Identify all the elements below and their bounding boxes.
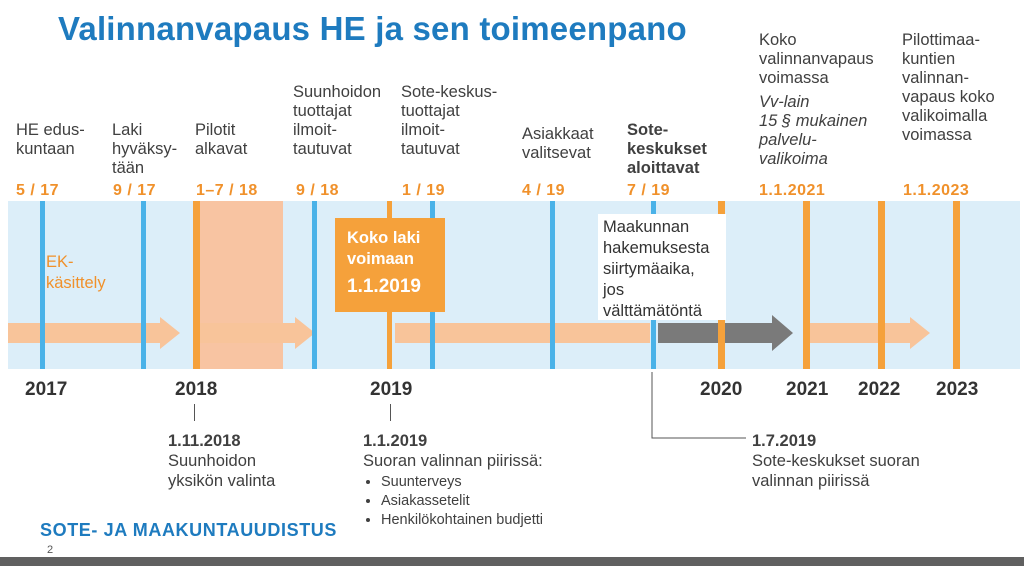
year-2020: 2020 — [700, 379, 743, 400]
arrow-segment-3 — [395, 323, 650, 343]
date-he: 5 / 17 — [16, 182, 60, 199]
arrow-segment-4 — [810, 317, 930, 349]
maakunnan-box: Maakunnan hakemuksesta siirtymäaika, jos… — [598, 214, 726, 320]
line-he — [40, 201, 45, 369]
bullet-budjetti: Henkilökohtainen budjetti — [381, 511, 543, 530]
event-sote-tuottajat-label: Sote-keskus-tuottajat ilmoit-tautuvat — [401, 83, 498, 158]
arrow-segment-1 — [8, 317, 180, 349]
date-pilotit: 1–7 / 18 — [196, 182, 258, 199]
line-2023 — [953, 201, 960, 369]
page-number: 2 — [47, 544, 54, 556]
line-2021 — [803, 201, 810, 369]
event-pilotit-label: Pilotit alkavat — [195, 121, 248, 158]
slide-title: Valinnanvapaus HE ja sen toimeenpano — [58, 10, 687, 47]
arrow-segment-2 — [200, 317, 315, 349]
tick-2018 — [194, 404, 195, 421]
date-suunhoidon: 9 / 18 — [296, 182, 340, 199]
year-2019: 2019 — [370, 379, 413, 400]
line-suunhoidon — [312, 201, 317, 369]
callout-1-7-2019: 1.7.2019 Sote-keskukset suoran valinnan … — [752, 432, 920, 490]
event-suunhoidon-label: Suunhoidon tuottajat ilmoit-tautuvat — [293, 83, 382, 158]
date-pilottimaa: 1.1.2023 — [903, 182, 970, 199]
footer-brand: SOTE- JA MAAKUNTAUUDISTUS — [40, 520, 337, 540]
callout-2018: 1.11.2018 Suunhoidon yksikön valinta — [168, 432, 276, 490]
year-2021: 2021 — [786, 379, 829, 400]
bullet-suunterveys: Suunterveys — [381, 473, 543, 492]
event-pilottimaa-label: Pilottimaa-kuntien valinnan-vapaus koko va… — [902, 31, 995, 144]
date-asiakkaat: 4 / 19 — [522, 182, 566, 199]
event-asiakkaat-label: Asiakkaat valitsevat — [522, 125, 594, 162]
ek-label: EK-käsittely — [46, 253, 106, 292]
bullet-asiakassetelit: Asiakassetelit — [381, 492, 543, 511]
event-laki-label: Laki hyväksy-tään — [112, 121, 178, 177]
date-sote-aloittavat: 7 / 19 — [627, 182, 671, 199]
date-laki: 9 / 17 — [113, 182, 157, 199]
line-pilotit — [193, 201, 200, 369]
arrow-segment-gray — [658, 315, 793, 351]
koko-laki-box: Koko laki voimaan 1.1.2019 — [335, 218, 445, 312]
event-he-label: HE edus-kuntaan — [16, 121, 85, 158]
line-laki — [141, 201, 146, 369]
tick-2019 — [390, 404, 391, 421]
date-sote-tuottajat: 1 / 19 — [402, 182, 446, 199]
year-2022: 2022 — [858, 379, 901, 400]
year-2023: 2023 — [936, 379, 979, 400]
year-2017: 2017 — [25, 379, 68, 400]
bottom-bar — [0, 557, 1024, 566]
callout-2019: 1.1.2019 Suoran valinnan piirissä: Suunt… — [363, 431, 543, 530]
line-2022 — [878, 201, 885, 369]
event-sote-aloittavat-label: Sote-keskukset aloittavat — [627, 121, 707, 177]
line-asiakkaat — [550, 201, 555, 369]
year-2018: 2018 — [175, 379, 218, 400]
date-koko-vv: 1.1.2021 — [759, 182, 826, 199]
event-koko-vv-label: Koko valinnanvapaus voimassa Vv-lain 15 § … — [759, 31, 874, 168]
